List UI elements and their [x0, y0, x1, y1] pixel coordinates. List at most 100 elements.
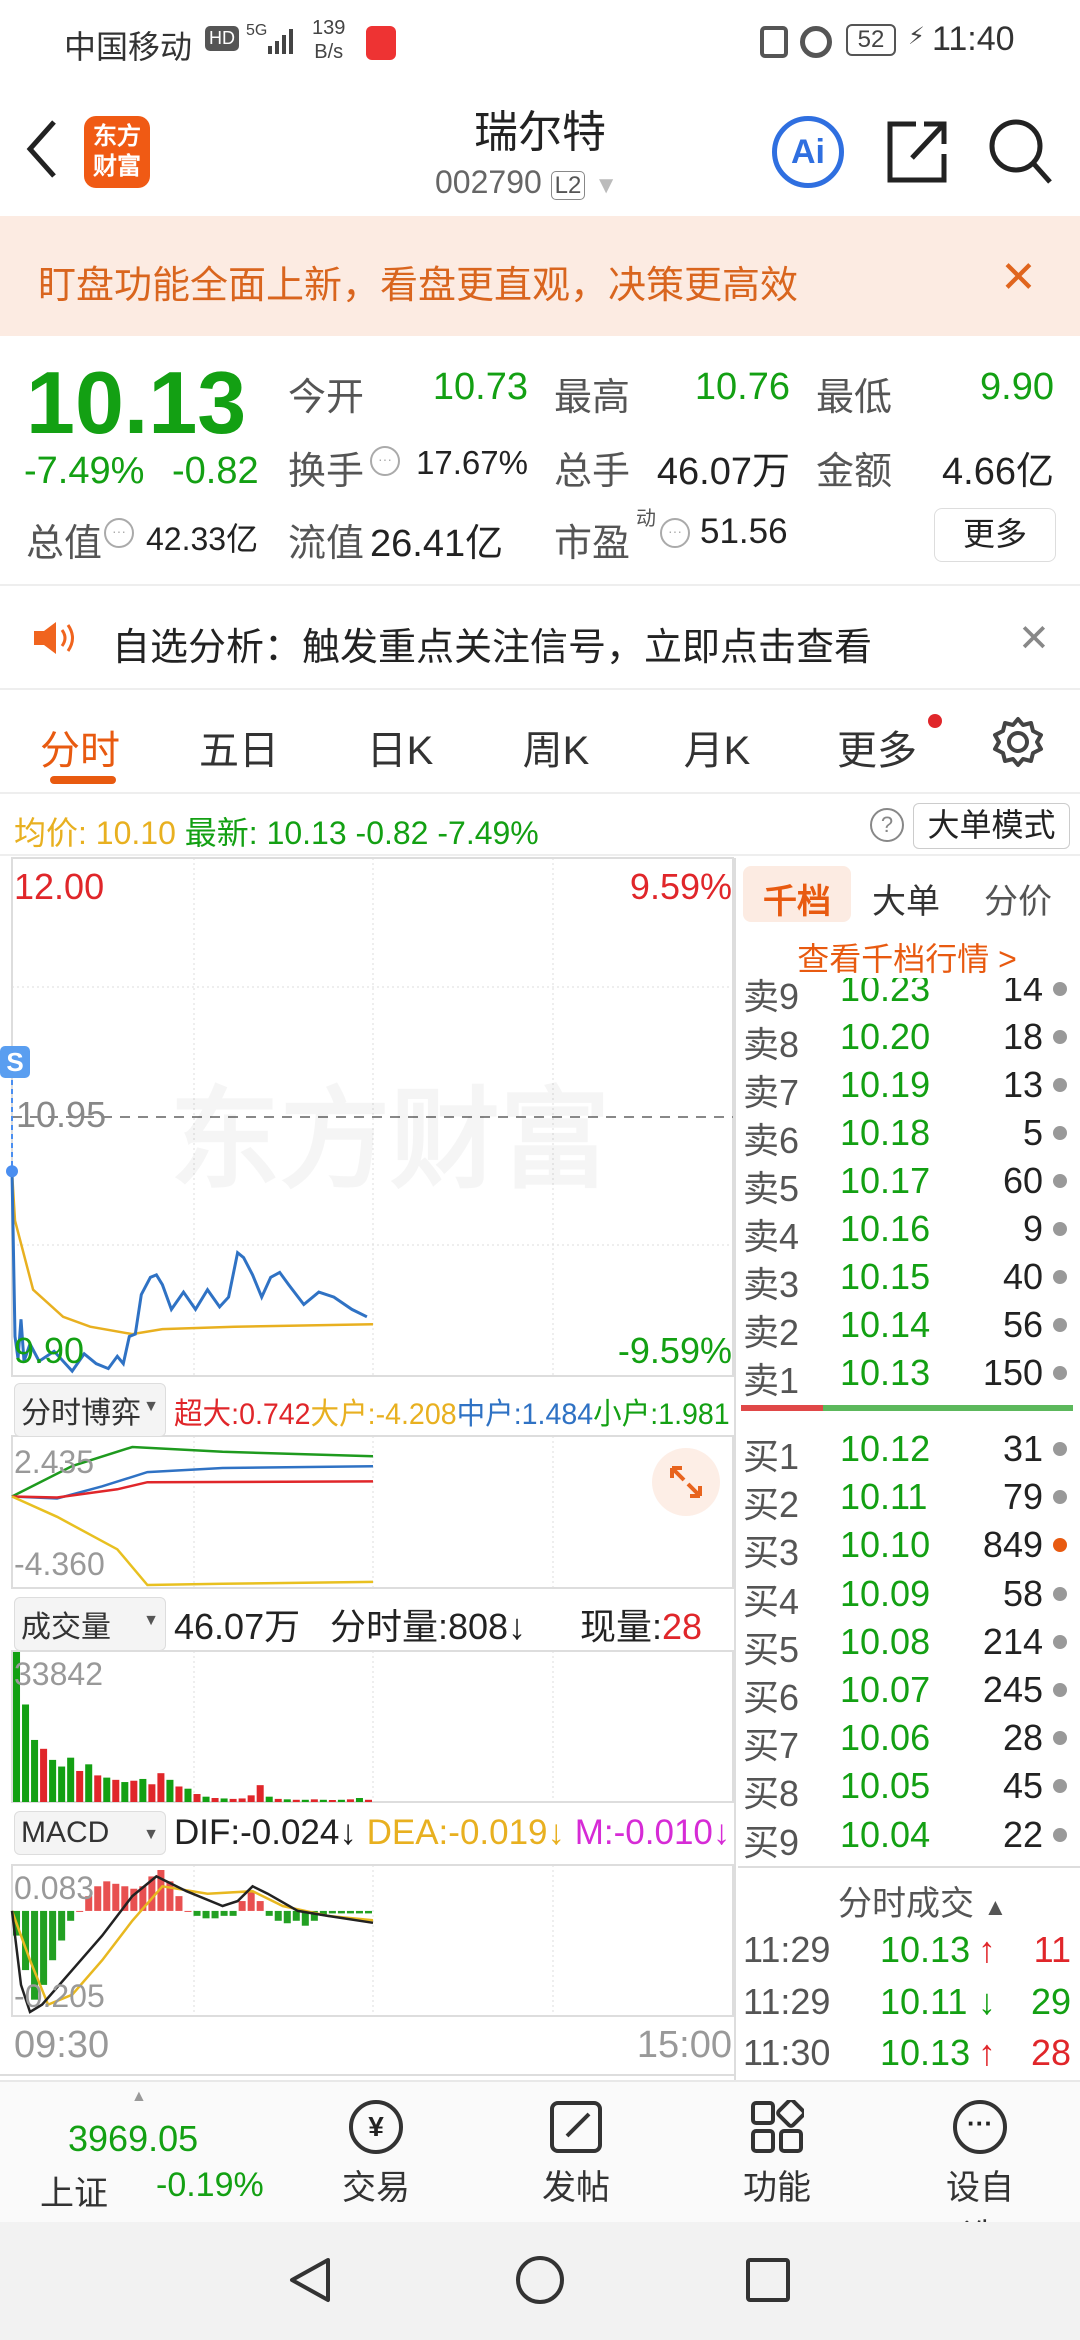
tab-weekly-k[interactable]: 周K: [522, 729, 590, 773]
turnover-value: 17.67%: [416, 444, 528, 481]
order-row[interactable]: 买9 10.04 22: [0, 1814, 1080, 1863]
tab-intraday[interactable]: 分时: [40, 729, 120, 773]
macd-indicator-selector[interactable]: MACD ▼: [14, 1811, 166, 1855]
order-row[interactable]: 买2 10.11 79: [0, 1476, 1080, 1525]
order-row[interactable]: 卖2 10.14 56: [738, 1304, 1080, 1353]
macd-bar: [220, 1910, 228, 1916]
order-row[interactable]: 买6 10.07 245: [0, 1669, 1080, 1718]
order-row[interactable]: 卖1 10.13 150: [738, 1352, 1080, 1401]
info-icon[interactable]: ···: [370, 446, 400, 476]
banner-text[interactable]: 盯盘功能全面上新，看盘更直观，决策更高效: [38, 265, 799, 307]
game-indicator-selector[interactable]: 分时博弈 ▼: [14, 1383, 166, 1437]
expand-chart-button[interactable]: [652, 1448, 720, 1516]
macd-bar: [274, 1910, 282, 1921]
macd-bar: [211, 1910, 219, 1919]
macd-bar: [319, 1910, 327, 1916]
info-icon[interactable]: ···: [104, 518, 134, 548]
ai-button[interactable]: Ai: [772, 116, 844, 188]
system-home-button[interactable]: [516, 2256, 564, 2304]
level-price: 10.05: [840, 1765, 931, 1807]
help-icon[interactable]: ?: [870, 808, 904, 842]
notice-close-icon[interactable]: ✕: [1018, 618, 1050, 660]
tab-five-day[interactable]: 五日: [199, 729, 279, 773]
signal-s-marker[interactable]: S: [0, 1046, 30, 1078]
dropdown-icon: ▼: [143, 1826, 159, 1843]
clock: 11:40: [932, 20, 1015, 58]
tab-big-orders[interactable]: 大单: [872, 883, 940, 921]
back-button[interactable]: [22, 118, 62, 180]
order-row[interactable]: 卖5 10.17 60: [738, 1160, 1080, 1209]
level-dot-icon: [1053, 1634, 1067, 1649]
order-row[interactable]: 卖4 10.16 9: [738, 1208, 1080, 1257]
level-price: 10.17: [840, 1160, 931, 1201]
level-price: 10.15: [840, 1256, 931, 1297]
system-recents-button[interactable]: [746, 2258, 790, 2302]
level-price: 10.23: [840, 978, 931, 1009]
charging-icon: ⚡: [908, 23, 925, 50]
level-price: 10.16: [840, 1208, 931, 1249]
order-row[interactable]: 买3 10.10 849: [0, 1524, 1080, 1573]
nav-trade[interactable]: ¥ 交易: [342, 2100, 410, 2209]
order-row[interactable]: 卖8 10.20 18: [738, 1016, 1080, 1065]
app-logo[interactable]: 东方财富: [84, 116, 150, 188]
active-tab-indicator: [50, 776, 116, 784]
tab-thousand-levels[interactable]: 千档: [763, 883, 831, 921]
tab-thousand-levels-bg: [743, 866, 851, 922]
carrier: 中国移动: [64, 29, 193, 65]
mktcap-label: 总值: [26, 523, 103, 565]
nav-post[interactable]: 发帖: [542, 2100, 610, 2209]
macd-axis-bottom: -0.205: [14, 1978, 105, 2014]
avg-value: 10.10: [95, 815, 176, 851]
order-row[interactable]: 买1 10.12 31: [0, 1428, 1080, 1477]
order-row[interactable]: 卖7 10.19 13: [738, 1064, 1080, 1113]
big-order-mode-button[interactable]: 大单模式: [913, 803, 1070, 849]
share-button[interactable]: [886, 118, 948, 184]
level-dot-icon: [1053, 1174, 1067, 1188]
index-name[interactable]: 上证: [40, 2175, 108, 2213]
view-thousand-levels-link[interactable]: 查看千档行情 >: [797, 941, 1017, 977]
level-label: 买3: [743, 1532, 800, 1574]
banner-close-icon[interactable]: ✕: [1000, 253, 1037, 302]
level-label: 买4: [743, 1580, 800, 1622]
order-row[interactable]: 买8 10.05 45: [0, 1765, 1080, 1814]
info-icon[interactable]: ···: [660, 518, 690, 548]
speaker-icon: [32, 620, 78, 656]
macd-bar: [364, 1910, 372, 1914]
trades-toggle[interactable]: 分时成交 ▲: [838, 1885, 1008, 1923]
level-qty: 31: [1002, 1428, 1043, 1469]
stock-code-selector[interactable]: 002790 L2 ▼: [435, 164, 618, 201]
tab-price-distribution[interactable]: 分价: [984, 883, 1052, 921]
tab-daily-k[interactable]: 日K: [366, 729, 434, 773]
promo-banner[interactable]: [0, 216, 1080, 336]
alarm-icon: [800, 26, 832, 58]
system-back-button[interactable]: [286, 2256, 334, 2304]
level-price: 10.20: [840, 1016, 931, 1057]
high-value: 10.76: [694, 366, 790, 408]
tab-more[interactable]: 更多: [837, 729, 917, 773]
volume-axis-top: 33842: [14, 1656, 103, 1692]
edit-icon: [549, 2100, 603, 2154]
order-row[interactable]: 买4 10.09 58: [0, 1573, 1080, 1622]
hd-badge: HD: [205, 26, 239, 51]
settings-gear-icon[interactable]: [992, 716, 1044, 768]
search-button[interactable]: [988, 116, 1054, 186]
tab-monthly-k[interactable]: 月K: [683, 729, 751, 773]
order-row[interactable]: 买5 10.08 214: [0, 1621, 1080, 1670]
order-row[interactable]: 卖3 10.15 40: [738, 1256, 1080, 1305]
trade-price: 10.11: [880, 1980, 968, 2022]
level-label: 卖2: [743, 1312, 800, 1353]
order-row[interactable]: 卖9 10.23 14: [738, 978, 1080, 1017]
stock-name: 瑞尔特: [474, 108, 606, 157]
level-qty: 60: [1002, 1160, 1043, 1201]
notice-text[interactable]: 自选分析：触发重点关注信号，立即点击查看: [112, 627, 873, 669]
order-row[interactable]: 卖6 10.18 5: [738, 1112, 1080, 1161]
ask-list: 卖9 10.23 14 卖8 10.20 18 卖7 10.19 13 卖6 10.18 5 卖5 10.…: [738, 978, 1080, 1404]
level-price: 10.19: [840, 1064, 931, 1105]
index-value[interactable]: 3969.05: [68, 2118, 199, 2159]
volume-indicator-selector[interactable]: 成交量 ▼: [14, 1597, 166, 1651]
level-dot-icon: [1053, 1078, 1067, 1092]
nav-functions[interactable]: 功能: [743, 2098, 811, 2209]
macd-bar: [94, 1886, 102, 1911]
more-quote-button[interactable]: 更多: [934, 508, 1056, 562]
order-row[interactable]: 买7 10.06 28: [0, 1717, 1080, 1766]
